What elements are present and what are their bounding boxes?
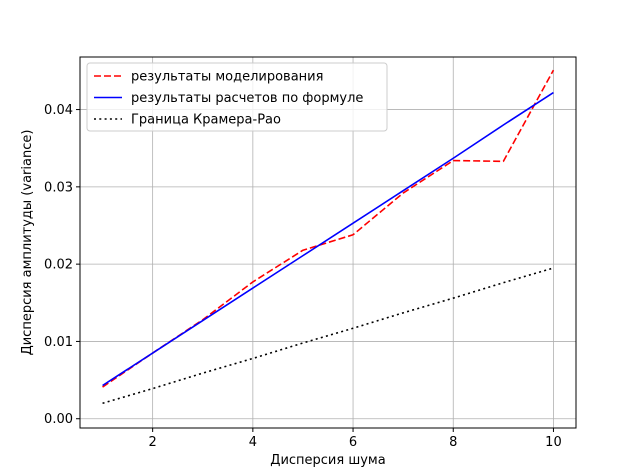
- x-axis-ticks: 2 4 6 8 10: [149, 428, 562, 450]
- x-tick-label: 8: [449, 435, 457, 450]
- x-tick-label: 2: [149, 435, 157, 450]
- x-axis-title: Дисперсия шума: [270, 453, 385, 468]
- legend-label: результаты расчетов по формуле: [131, 91, 363, 106]
- y-axis-ticks: 0.00 0.01 0.02 0.03 0.04: [44, 103, 80, 427]
- y-tick-label: 0.01: [44, 335, 73, 350]
- x-tick-label: 10: [545, 435, 562, 450]
- y-axis-title: Дисперсия амплитуды (variance): [20, 130, 35, 356]
- plot-area-frame: [79, 56, 577, 429]
- y-tick-label: 0.03: [44, 180, 73, 195]
- y-tick-label: 0.02: [44, 258, 73, 273]
- legend-box: [86, 62, 388, 132]
- legend-label: результаты моделирования: [131, 70, 323, 85]
- series-line: [102, 91, 554, 387]
- series-line: [102, 267, 554, 405]
- x-tick-label: 4: [249, 435, 257, 450]
- legend-label: Граница Крамера-Рао: [131, 113, 281, 128]
- y-tick-label: 0.00: [44, 412, 73, 427]
- series-lines: [102, 69, 555, 405]
- legend: результаты моделирования результаты расче…: [86, 62, 388, 132]
- x-tick-label: 6: [349, 435, 357, 450]
- y-tick-label: 0.04: [44, 103, 73, 118]
